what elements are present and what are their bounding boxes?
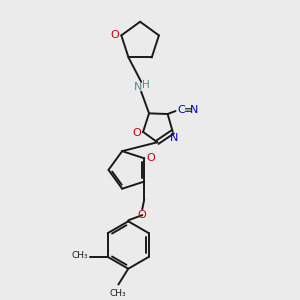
- Text: N: N: [190, 105, 199, 115]
- Text: ≡: ≡: [184, 105, 193, 115]
- Text: H: H: [142, 80, 150, 90]
- Text: O: O: [133, 128, 142, 138]
- Text: C: C: [178, 105, 185, 115]
- Text: O: O: [110, 30, 119, 40]
- Text: CH₃: CH₃: [109, 290, 126, 298]
- Text: CH₃: CH₃: [71, 251, 88, 260]
- Text: N: N: [134, 82, 142, 92]
- Text: N: N: [169, 133, 178, 143]
- Text: O: O: [147, 153, 155, 163]
- Text: O: O: [137, 210, 146, 220]
